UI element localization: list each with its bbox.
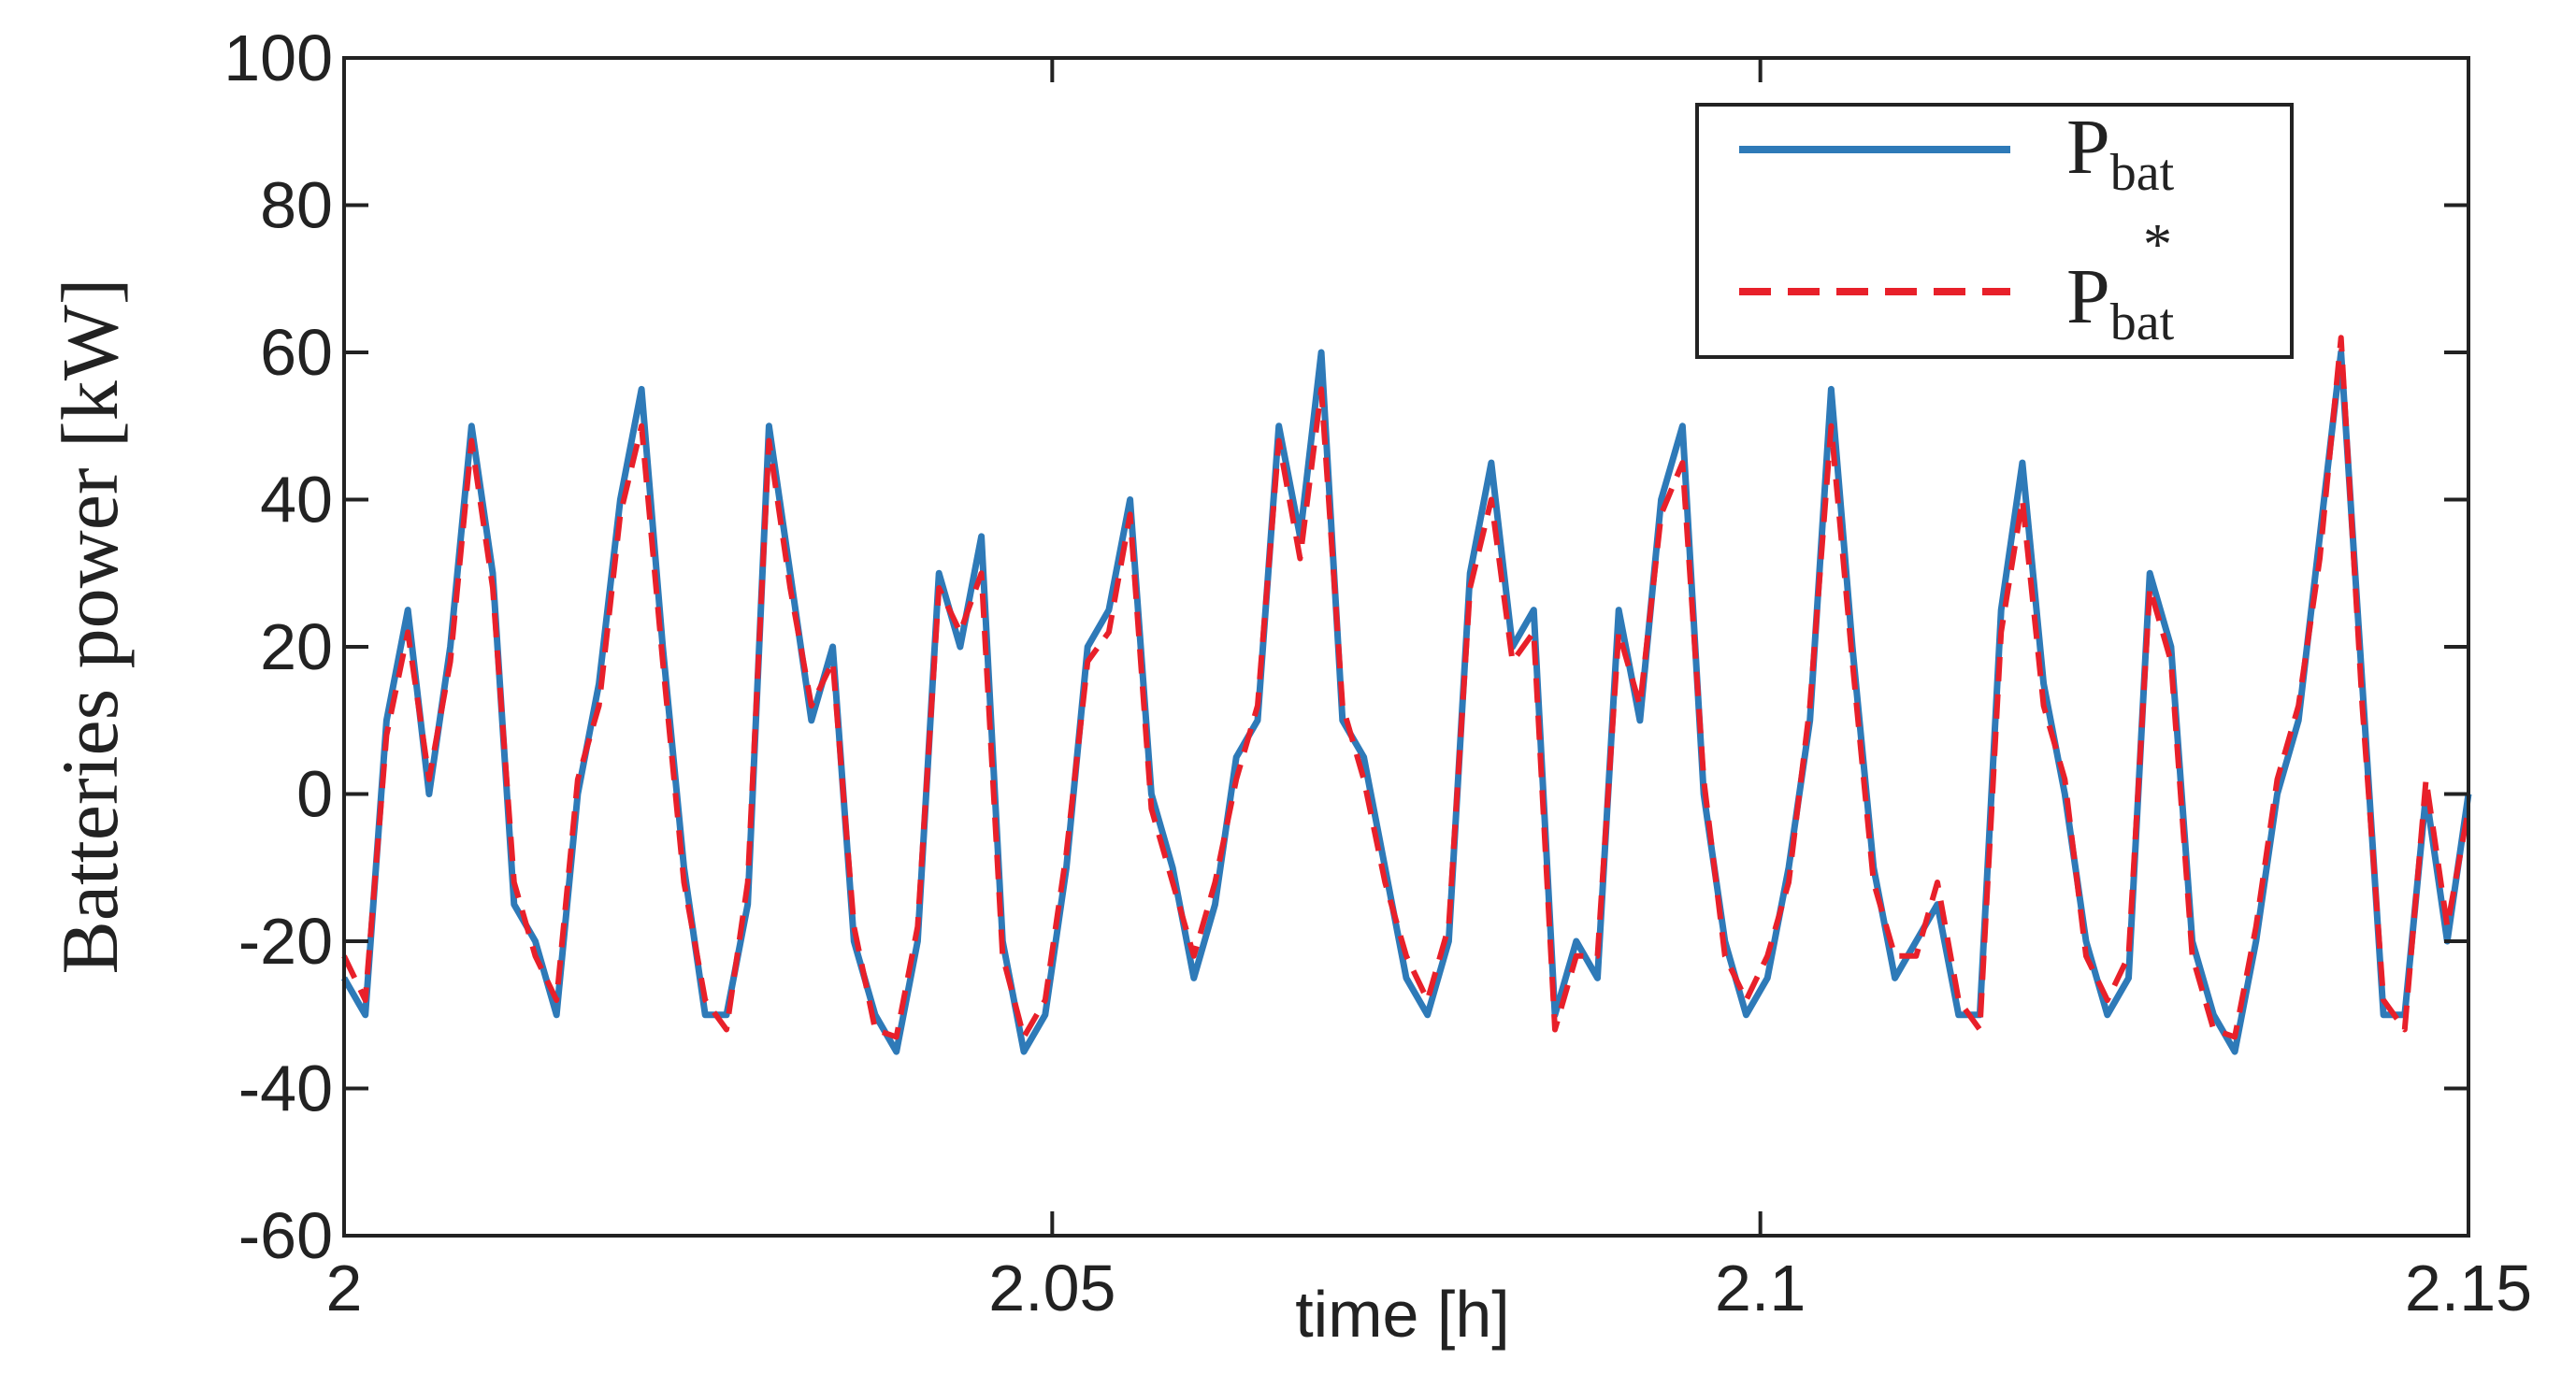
series-line-p-bat-ref	[341, 335, 2471, 1040]
x-tick-label: 2.1	[1715, 1252, 1806, 1324]
x-axis-label: time [h]	[1295, 1278, 1510, 1351]
y-axis-label: Batteries power [kW]	[45, 278, 135, 974]
y-tick-label: 0	[296, 758, 333, 831]
y-tick-label: -40	[238, 1052, 333, 1125]
legend-box	[1695, 103, 2294, 359]
legend-subscript: bat	[2110, 144, 2175, 202]
y-tick-label: 100	[223, 21, 333, 94]
x-tick-label: 2.05	[988, 1252, 1115, 1324]
legend-symbol: P	[2066, 104, 2110, 191]
y-tick-label: -20	[238, 905, 333, 978]
legend-subscript: bat	[2110, 293, 2175, 351]
y-tick-label: 60	[260, 316, 333, 389]
series-line-p-bat	[340, 349, 2472, 1055]
legend-label-p-bat: Pbat	[2066, 104, 2175, 202]
legend: Pbat Pbat *	[1695, 103, 2294, 359]
y-tick-label: 40	[260, 464, 333, 537]
legend-symbol: P	[2066, 253, 2110, 340]
x-tick-label: 2	[326, 1252, 363, 1324]
x-tick-label: 2.15	[2405, 1252, 2532, 1324]
axes: -60 -40 -20 0 20 40 60 80 100 2 2.05 2.1 2.15	[223, 21, 2532, 1324]
legend-superscript: *	[2143, 213, 2172, 277]
y-tick-label: -60	[238, 1199, 333, 1272]
y-tick-label: 80	[260, 169, 333, 242]
y-tick-label: 20	[260, 610, 333, 683]
legend-label-p-bat-ref: Pbat	[2066, 253, 2175, 351]
